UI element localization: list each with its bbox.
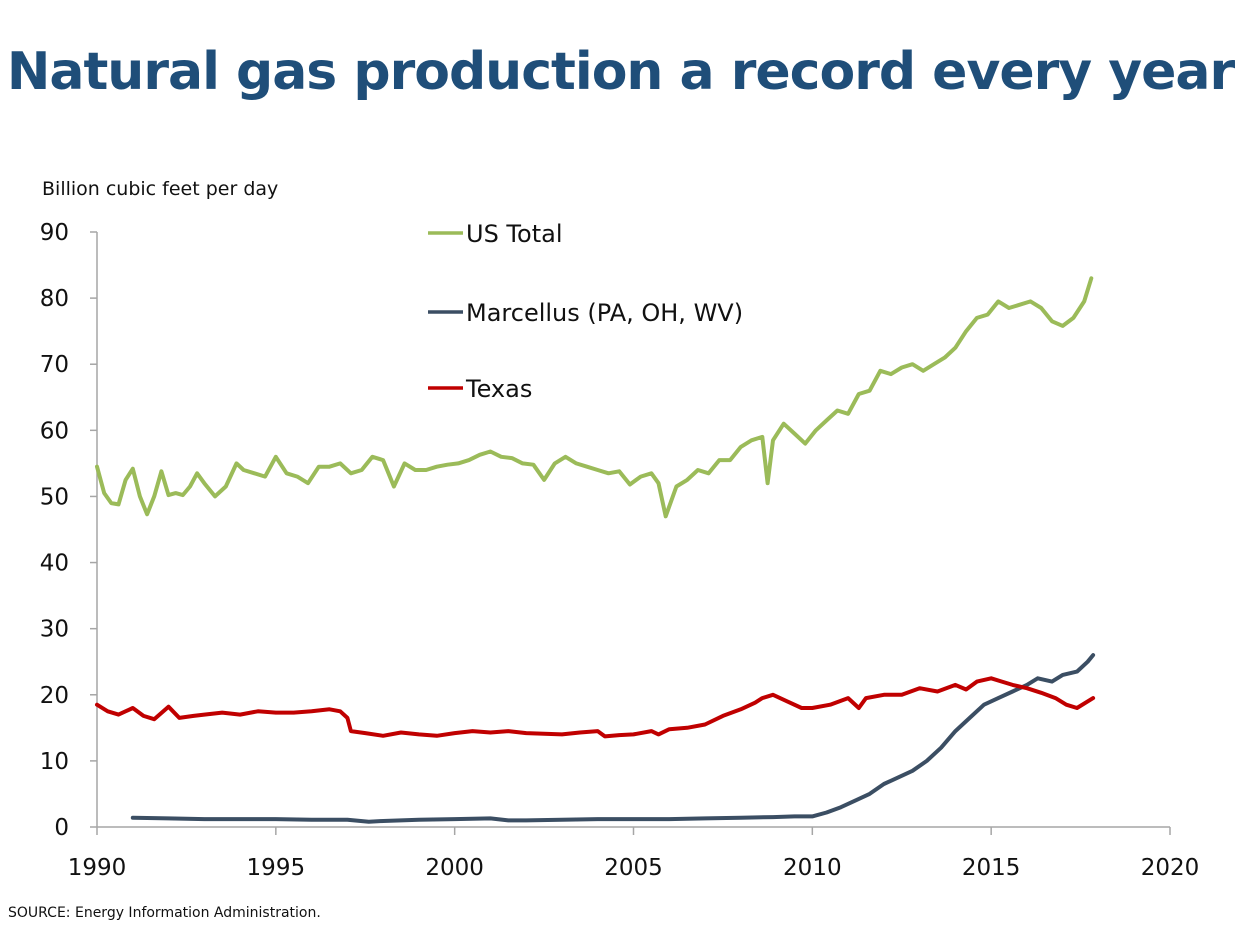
series-line-texas: [95, 676, 1096, 739]
legend: US Total Marcellus (PA, OH, WV) Texas: [428, 220, 743, 403]
chart-title: Natural gas production a record every ye…: [6, 42, 1235, 102]
y-tick-label: 20: [40, 683, 69, 709]
y-tick-label: 80: [40, 286, 69, 312]
source-note: SOURCE: Energy Information Administratio…: [8, 905, 321, 921]
y-tick-label: 0: [54, 815, 69, 841]
series-layer: [95, 276, 1096, 824]
legend-label: Texas: [465, 375, 532, 403]
x-tick-label: 2010: [783, 855, 842, 881]
y-tick-label: 30: [40, 617, 69, 643]
series-line-marcellus-pa-oh-wv: [130, 653, 1096, 824]
y-tick-label: 70: [40, 352, 69, 378]
legend-item-marcellus-pa-oh-wv: Marcellus (PA, OH, WV): [428, 299, 743, 327]
series-line-us-total: [95, 276, 1094, 519]
axes: 0 10 20 30 40 50 60 70 80 90 1990 1995 2000 2005 2010 2…: [40, 220, 1200, 881]
x-tick-label: 2020: [1141, 855, 1200, 881]
x-tick-label: 2015: [962, 855, 1021, 881]
y-tick-label: 50: [40, 484, 69, 510]
y-tick-label: 10: [40, 749, 69, 775]
y-axis-label: Billion cubic feet per day: [42, 178, 279, 200]
y-tick-label: 40: [40, 551, 69, 577]
legend-item-us-total: US Total: [428, 220, 562, 248]
y-tick-label: 60: [40, 418, 69, 444]
legend-label: US Total: [466, 220, 562, 248]
legend-item-texas: Texas: [428, 375, 532, 403]
x-tick-label: 2005: [604, 855, 663, 881]
legend-label: Marcellus (PA, OH, WV): [466, 299, 743, 327]
x-tick-label: 1990: [68, 855, 127, 881]
x-tick-label: 1995: [247, 855, 306, 881]
x-tick-label: 2000: [425, 855, 484, 881]
y-tick-label: 90: [40, 220, 69, 246]
